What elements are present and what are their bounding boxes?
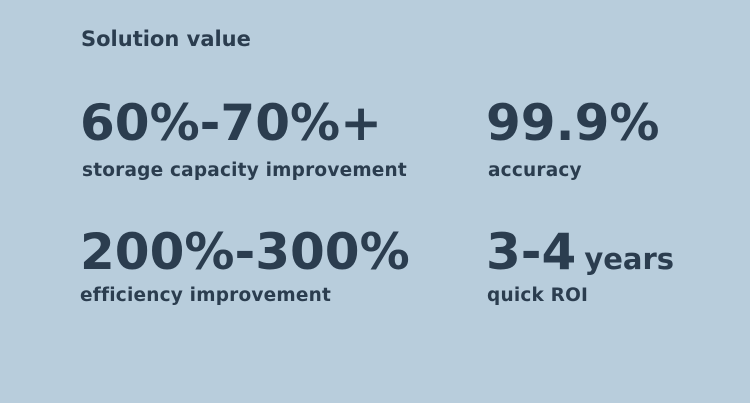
roi-number: 3-4 xyxy=(486,223,577,281)
section-title: Solution value xyxy=(81,27,251,51)
stat-value-efficiency: 200%-300% xyxy=(80,223,410,281)
stat-value-accuracy: 99.9% xyxy=(486,94,660,152)
stat-label-efficiency: efficiency improvement xyxy=(80,285,332,306)
stat-value-storage: 60%-70%+ xyxy=(80,94,383,152)
roi-unit: years xyxy=(584,242,675,276)
stat-label-storage: storage capacity improvement xyxy=(82,160,407,181)
stat-label-roi: quick ROI xyxy=(487,285,589,306)
stat-label-accuracy: accuracy xyxy=(488,160,582,181)
stat-value-roi: 3-4 years xyxy=(486,227,674,277)
